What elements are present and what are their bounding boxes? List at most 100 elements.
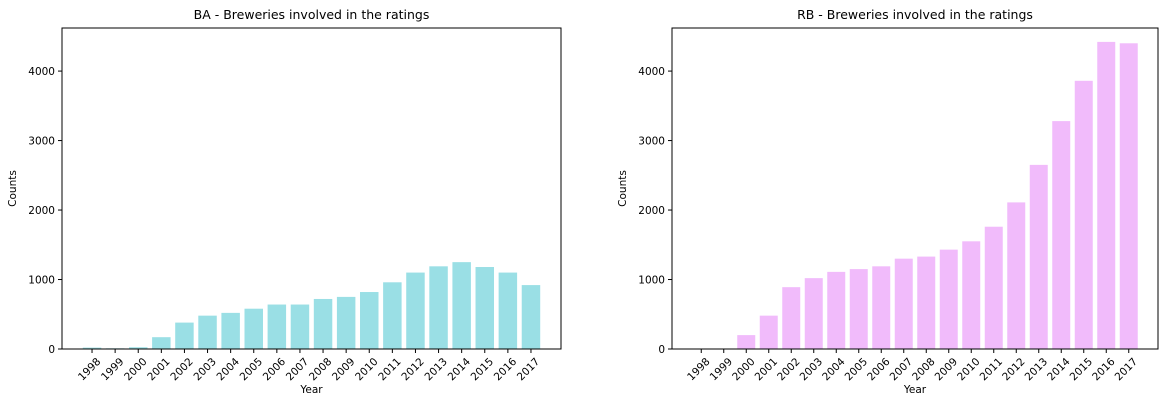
x-tick-label: 2012: [1000, 356, 1027, 383]
x-tick-label: 2013: [422, 356, 449, 383]
x-tick-label: 2011: [376, 356, 403, 383]
x-axis-ticks: 1998199920002001200220032004200520062007…: [685, 349, 1140, 383]
bar-2011: [984, 226, 1003, 349]
x-tick-label: 2010: [955, 356, 982, 383]
bar-2002: [175, 322, 194, 349]
bar-2016: [1097, 41, 1116, 349]
bar-2001: [759, 315, 778, 349]
bar-2002: [782, 287, 801, 349]
x-tick-label: 2003: [191, 356, 218, 383]
x-tick-label: 2016: [1090, 356, 1118, 384]
x-axis-ticks: 1998199920002001200220032004200520062007…: [76, 349, 542, 383]
bar-2017: [521, 285, 541, 349]
bar-2015: [1074, 80, 1093, 350]
y-tick-label: 4000: [28, 66, 55, 78]
bar-2015: [475, 267, 495, 349]
bar-2009: [336, 296, 356, 349]
x-tick-label: 2005: [843, 356, 870, 383]
x-tick-label: 2013: [1023, 356, 1050, 383]
y-axis-label: Counts: [7, 170, 19, 207]
bar-2012: [1007, 202, 1026, 349]
y-tick-label: 3000: [638, 136, 665, 148]
bar-2010: [962, 241, 981, 349]
chart-title: BA - Breweries involved in the ratings: [194, 7, 430, 22]
y-tick-label: 2000: [28, 205, 55, 217]
x-tick-label: 2015: [1068, 356, 1095, 383]
bar-2004: [221, 312, 240, 349]
x-tick-label: 2017: [515, 356, 542, 383]
x-tick-label: 2015: [469, 356, 496, 383]
y-tick-label: 1000: [638, 275, 665, 287]
y-tick-label: 3000: [28, 136, 55, 148]
bar-2004: [827, 271, 846, 349]
y-axis-ticks: 0 1000 2000 3000 4000: [638, 66, 672, 356]
bar-group: [737, 41, 1138, 350]
bar-2000: [128, 347, 148, 349]
bar-2007: [290, 304, 310, 349]
chart-title: RB - Breweries involved in the ratings: [797, 7, 1033, 22]
bar-2000: [737, 335, 756, 349]
plot-frame: [671, 27, 1159, 350]
y-tick-label: 0: [658, 344, 665, 356]
bar-2014: [1052, 121, 1071, 349]
y-tick-label: 1000: [28, 275, 55, 287]
x-tick-label: 1998: [76, 356, 103, 383]
bar-2017: [1119, 43, 1138, 350]
x-tick-label: 2009: [330, 356, 357, 383]
x-tick-label: 2007: [888, 356, 915, 383]
x-tick-label: 2014: [1045, 356, 1073, 384]
bar-2008: [313, 298, 333, 349]
plot-frame: [61, 27, 562, 350]
x-tick-label: 2005: [238, 356, 265, 383]
bar-2011: [383, 282, 402, 349]
bar-2008: [917, 256, 936, 349]
x-tick-label: 2014: [446, 356, 474, 384]
x-tick-label: 1999: [708, 356, 735, 383]
x-axis-label: Year: [299, 384, 323, 396]
y-axis-label: Counts: [617, 170, 629, 207]
x-tick-label: 1998: [685, 356, 712, 383]
x-tick-label: 2007: [284, 356, 311, 383]
ba-breweries-chart: BA - Breweries involved in the ratings 0…: [7, 7, 562, 396]
bar-group: [82, 262, 541, 349]
x-tick-label: 2006: [261, 356, 289, 384]
x-tick-label: 2012: [399, 356, 426, 383]
bar-2003: [198, 315, 217, 349]
bar-2012: [406, 272, 425, 349]
x-tick-label: 2002: [775, 356, 802, 383]
x-tick-label: 2000: [122, 356, 149, 383]
x-tick-label: 2000: [730, 356, 757, 383]
y-tick-label: 4000: [638, 66, 665, 78]
bar-2009: [939, 249, 958, 349]
bar-2003: [804, 278, 823, 349]
y-tick-label: 0: [48, 344, 55, 356]
x-tick-label: 2008: [910, 356, 937, 383]
bar-2013: [1029, 164, 1048, 349]
x-tick-label: 2006: [865, 356, 893, 384]
x-tick-label: 1999: [99, 356, 126, 383]
y-axis-ticks: 0 1000 2000 3000 4000: [28, 66, 62, 356]
x-tick-label: 2017: [1113, 356, 1140, 383]
x-tick-label: 2001: [145, 356, 172, 383]
x-tick-label: 2016: [492, 356, 520, 384]
y-tick-label: 2000: [638, 205, 665, 217]
bar-2005: [849, 269, 868, 349]
bar-2013: [429, 266, 448, 349]
x-tick-label: 2003: [798, 356, 825, 383]
x-tick-label: 2008: [307, 356, 334, 383]
bar-2016: [498, 272, 518, 349]
bar-2001: [152, 337, 171, 349]
bar-2007: [894, 258, 913, 349]
x-tick-label: 2001: [753, 356, 780, 383]
bar-2014: [452, 262, 471, 349]
x-axis-label: Year: [903, 384, 927, 396]
bar-1998: [82, 347, 102, 349]
x-tick-label: 2004: [820, 356, 848, 384]
bar-2006: [267, 304, 287, 349]
rb-breweries-chart: RB - Breweries involved in the ratings 0…: [617, 7, 1159, 396]
x-tick-label: 2011: [978, 356, 1005, 383]
x-tick-label: 2004: [215, 356, 243, 384]
x-tick-label: 2010: [353, 356, 380, 383]
bar-2005: [244, 308, 263, 349]
